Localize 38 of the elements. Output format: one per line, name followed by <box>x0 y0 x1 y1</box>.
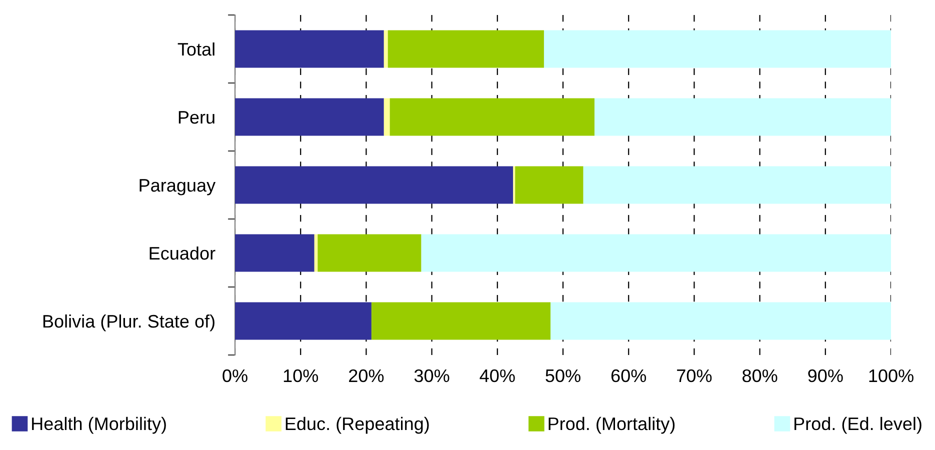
bar <box>314 234 318 272</box>
x-tick-label: 0% <box>222 369 248 382</box>
bar <box>583 166 891 204</box>
x-tick-label: 60% <box>611 369 646 382</box>
y-tick-label: Bolivia (Plur. State of) <box>43 314 214 332</box>
bar <box>235 166 514 204</box>
x-tick-label: 90% <box>808 369 843 382</box>
legend-label: Health (Morbility) <box>32 416 166 434</box>
y-tick-label: Ecuador <box>150 246 216 260</box>
bar <box>235 30 384 68</box>
x-tick-label: 30% <box>414 369 450 382</box>
x-tick-label: 20% <box>349 369 384 382</box>
bar <box>594 98 891 136</box>
y-tick-label: Peru <box>178 111 214 124</box>
bar <box>318 234 422 272</box>
bar <box>235 302 372 340</box>
bar <box>421 234 891 272</box>
bar <box>544 30 891 68</box>
bar <box>390 98 594 136</box>
x-tick-label: 100% <box>869 369 914 382</box>
bar <box>515 166 584 204</box>
x-tick-label: 80% <box>742 369 778 382</box>
x-tick-label: 70% <box>677 369 712 382</box>
bar <box>384 30 388 68</box>
legend-label: Prod. (Ed. level) <box>794 416 922 434</box>
bar <box>235 98 384 136</box>
x-tick-label: 40% <box>480 369 515 382</box>
bar <box>388 30 544 68</box>
x-tick-label: 10% <box>284 369 318 382</box>
bar <box>371 302 551 340</box>
bar <box>550 302 891 340</box>
y-tick-label: Total <box>178 42 214 56</box>
bar <box>384 98 390 136</box>
bar <box>235 234 314 272</box>
x-tick-label: 50% <box>546 369 580 382</box>
y-tick-label: Paraguay <box>140 179 216 196</box>
legend-label: Prod. (Mortality) <box>548 416 675 434</box>
legend-label: Educ. (Repeating) <box>286 416 429 434</box>
